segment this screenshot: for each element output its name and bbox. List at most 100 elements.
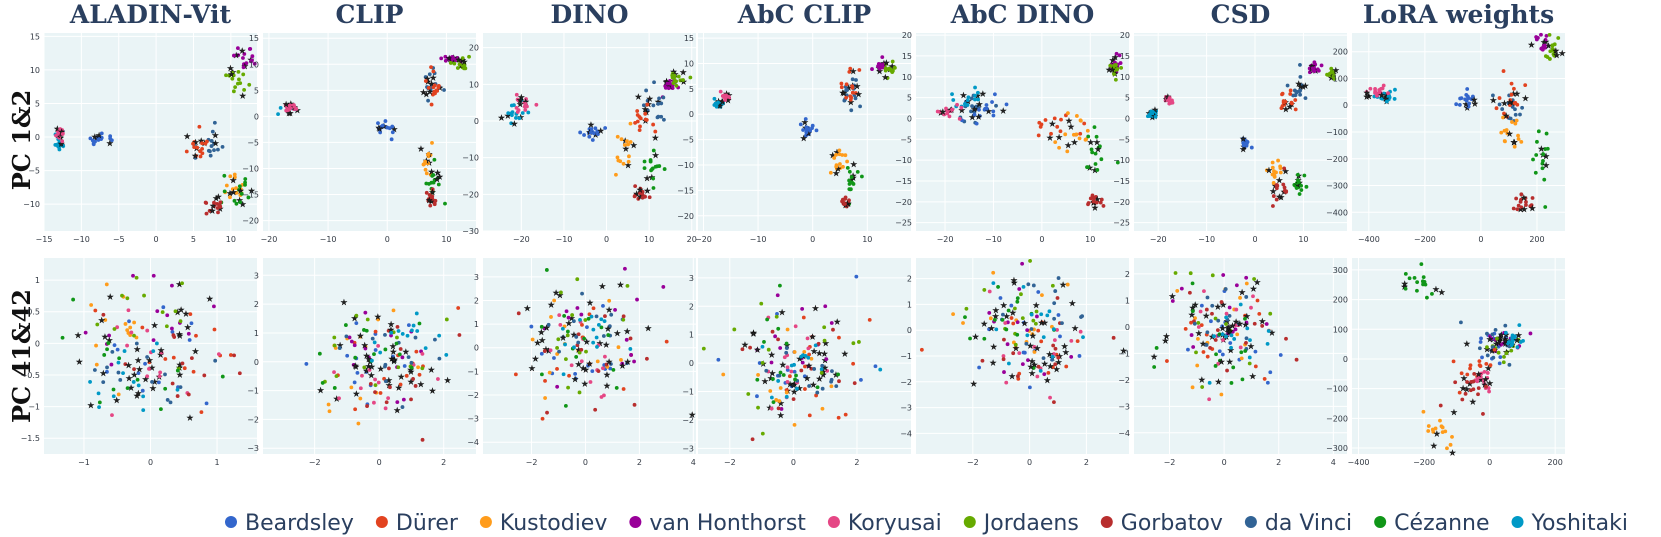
ref-star-point: ★: [1044, 376, 1051, 385]
data-point: [1110, 65, 1115, 70]
data-point: [384, 400, 389, 405]
ref-star-point: ★: [1071, 324, 1078, 333]
data-point: [775, 311, 779, 316]
ref-star-point: ★: [428, 197, 435, 206]
ref-star-point: ★: [1009, 372, 1016, 381]
data-point: [467, 54, 471, 59]
ref-star-point: ★: [1508, 99, 1515, 108]
ref-star-point: ★: [1238, 288, 1245, 297]
y-tick-label: −10: [677, 161, 694, 170]
data-point: [416, 365, 420, 370]
data-point: [982, 336, 987, 341]
data-point: [615, 155, 620, 160]
ref-star-point: ★: [417, 380, 424, 389]
data-point: [163, 357, 168, 361]
data-point: [1210, 311, 1214, 316]
ref-star-point: ★: [192, 151, 199, 160]
data-point: [1274, 186, 1279, 191]
data-point: [603, 354, 607, 359]
data-point: [843, 412, 848, 417]
ref-star-point: ★: [391, 125, 398, 134]
ref-star-point: ★: [459, 56, 466, 65]
ref-star-point: ★: [637, 192, 644, 201]
data-point: [1213, 338, 1218, 342]
data-point: [857, 340, 861, 344]
data-point: [1274, 197, 1279, 202]
data-point: [574, 355, 579, 359]
ref-star-point: ★: [844, 199, 851, 208]
data-point: [1049, 131, 1053, 136]
data-point: [575, 277, 580, 282]
data-point: [233, 175, 237, 180]
data-point: [387, 366, 391, 371]
data-point: [121, 371, 125, 375]
data-point: [1167, 96, 1172, 100]
data-point: [975, 90, 980, 95]
data-point: [628, 140, 633, 144]
ref-star-point: ★: [1513, 89, 1520, 98]
ref-star-point: ★: [1522, 94, 1529, 103]
data-point: [619, 137, 624, 142]
y-tick-label: 0: [254, 358, 259, 367]
ref-star-point: ★: [428, 168, 435, 177]
data-point: [1032, 345, 1037, 349]
data-point: [1057, 145, 1061, 150]
data-point: [1119, 65, 1124, 70]
data-point: [217, 202, 222, 207]
data-point: [603, 126, 608, 130]
data-point: [1304, 184, 1309, 189]
data-point: [1220, 352, 1225, 357]
x-tick-label: −2: [1164, 458, 1176, 467]
data-point: [628, 347, 633, 351]
data-point: [607, 324, 612, 328]
ref-star-point: ★: [1475, 370, 1482, 379]
data-point: [843, 195, 848, 200]
ref-star-point: ★: [834, 318, 841, 327]
data-point: [212, 327, 217, 332]
points: ★★★★★★★★★★★★★★★★★★★★★★★★★★★★★★★★★★★★★★★★: [1363, 32, 1566, 214]
data-point: [721, 94, 726, 99]
data-point: [732, 327, 737, 332]
data-point: [180, 281, 184, 286]
data-point: [1015, 332, 1020, 337]
data-point: [1114, 63, 1118, 68]
data-point: [216, 210, 220, 215]
ref-star-point: ★: [787, 380, 794, 389]
data-point: [1255, 298, 1260, 303]
data-point: [132, 333, 136, 338]
data-point: [424, 171, 429, 176]
ref-star-point: ★: [1254, 278, 1261, 287]
data-point: [632, 194, 637, 199]
x-tick-label: 0: [1252, 235, 1257, 244]
legend-label: Kustodiev: [500, 511, 607, 536]
data-point: [1489, 348, 1494, 353]
data-point: [1513, 107, 1517, 112]
data-point: [1225, 368, 1229, 373]
data-point: [565, 333, 570, 338]
data-point: [670, 86, 675, 91]
data-point: [1040, 293, 1044, 298]
y-tick-label: −3: [900, 404, 912, 413]
data-point: [977, 107, 981, 112]
data-point: [1373, 90, 1377, 95]
data-point: [1547, 32, 1552, 37]
data-point: [1453, 380, 1458, 385]
data-point: [444, 317, 449, 322]
data-point: [195, 145, 200, 150]
data-point: [807, 413, 812, 418]
x-tick-label: −10: [1198, 235, 1215, 244]
data-point: [1053, 289, 1058, 293]
data-point: [1050, 283, 1055, 288]
data-point: [846, 200, 851, 205]
data-point: [1077, 354, 1082, 358]
data-point: [1379, 86, 1383, 91]
data-point: [200, 151, 205, 156]
y-tick-label: −4: [467, 438, 479, 447]
y-tick-label: 10: [249, 60, 259, 69]
data-point: [125, 296, 130, 301]
data-point: [990, 100, 994, 104]
x-tick-label: −20: [513, 235, 530, 244]
data-point: [1000, 318, 1005, 322]
data-point: [105, 365, 109, 370]
data-point: [433, 337, 437, 342]
